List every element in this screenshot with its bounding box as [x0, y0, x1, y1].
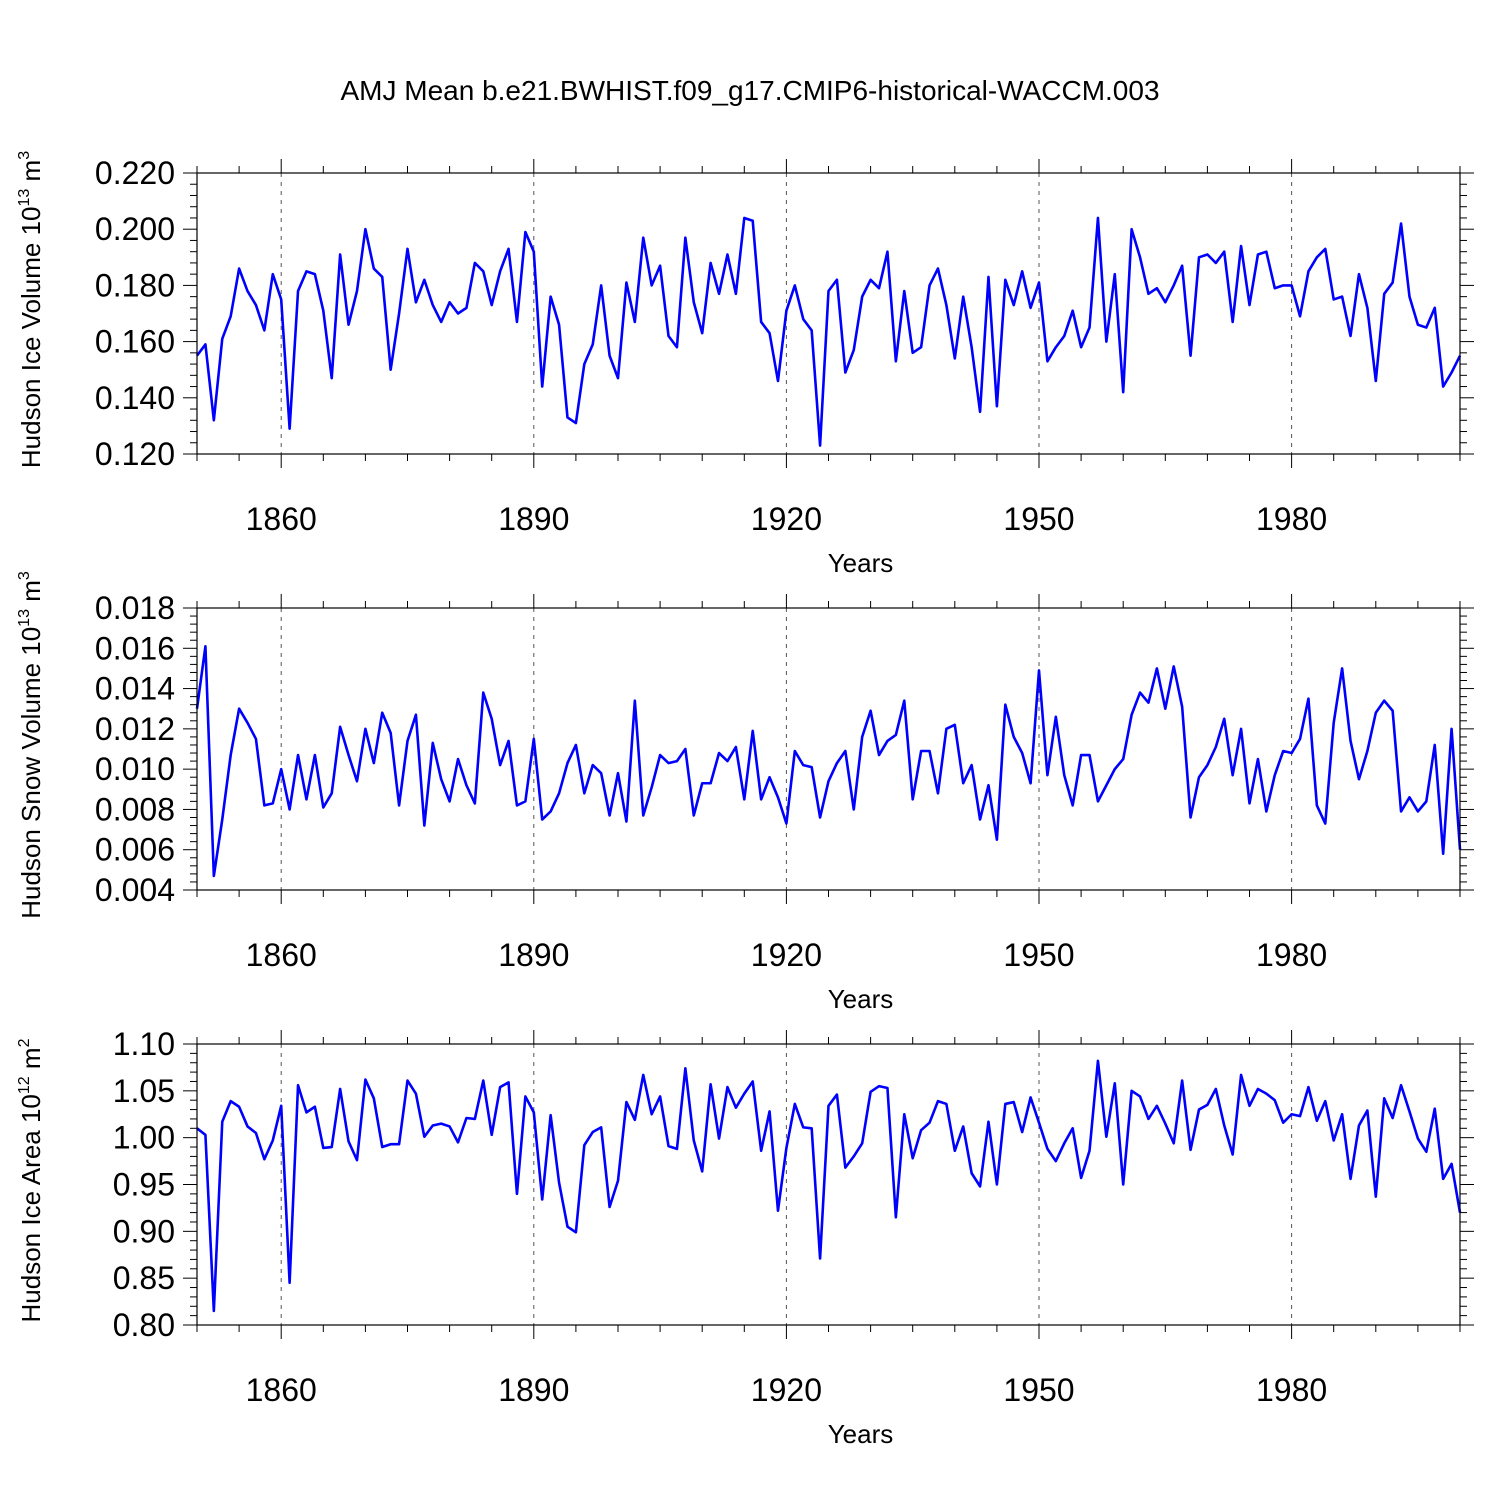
y-tick-label: 0.95	[113, 1167, 175, 1203]
y-axis-label-part: m	[16, 1047, 46, 1076]
y-tick-label: 0.014	[95, 671, 175, 707]
x-tick-label: 1860	[246, 501, 317, 537]
panel-ice-volume: 1860 1890 1920 1950 1980 0.120 0.140 0.160 0.180…	[16, 151, 1474, 578]
y-axis-label-superscript: 2	[16, 1038, 33, 1047]
y-axis-label-part: m	[16, 580, 46, 609]
series-line	[195, 644, 1462, 878]
y-axis-label: Hudson Ice Area 1012 m2	[16, 1038, 46, 1322]
y-tick-label: 0.008	[95, 791, 175, 827]
y-tick-label: 0.85	[113, 1260, 175, 1296]
y-tick-label: 0.120	[95, 436, 175, 472]
y-tick-label: 0.200	[95, 211, 175, 247]
y-axis-label-superscript: 13	[16, 609, 33, 627]
x-tick-label: 1860	[246, 937, 317, 973]
x-tick-label: 1860	[246, 1372, 317, 1408]
x-tick-label: 1890	[498, 1372, 569, 1408]
x-axis-label: Years	[828, 548, 894, 578]
y-axis-label: Hudson Snow Volume 1013 m3	[16, 571, 46, 919]
y-axis-label-part: m	[16, 160, 46, 189]
panel-ice-area: 1860 1890 1920 1950 1980 0.80 0.85 0.90 0.95 1.00…	[16, 1026, 1474, 1449]
y-axis-label: Hudson Ice Volume 1013 m3	[16, 151, 46, 468]
x-tick-label: 1890	[498, 501, 569, 537]
y-axis-label-superscript: 3	[16, 151, 33, 160]
x-tick-label: 1920	[751, 937, 822, 973]
y-tick-label: 1.10	[113, 1026, 175, 1062]
x-tick-label: 1920	[751, 501, 822, 537]
x-axis-label: Years	[828, 984, 894, 1014]
x-tick-label: 1980	[1256, 1372, 1327, 1408]
y-tick-label: 0.140	[95, 380, 175, 416]
x-tick-label: 1950	[1003, 937, 1074, 973]
x-tick-label: 1920	[751, 1372, 822, 1408]
y-tick-label: 0.016	[95, 630, 175, 666]
y-axis-label-superscript: 13	[16, 189, 33, 207]
x-tick-label: 1890	[498, 937, 569, 973]
y-tick-label: 0.180	[95, 267, 175, 303]
y-tick-label: 0.010	[95, 751, 175, 787]
y-tick-label: 0.90	[113, 1213, 175, 1249]
series-line	[196, 1059, 1462, 1313]
figure-title: AMJ Mean b.e21.BWHIST.f09_g17.CMIP6-hist…	[340, 75, 1159, 106]
x-tick-label: 1980	[1256, 501, 1327, 537]
x-tick-label: 1950	[1003, 501, 1074, 537]
plot-frame	[196, 1043, 1461, 1326]
x-tick-label: 1950	[1003, 1372, 1074, 1408]
y-tick-label: 0.80	[113, 1307, 175, 1343]
series-line	[195, 216, 1462, 447]
panel-snow-volume: 1860 1890 1920 1950 1980 0.004 0.006 0.008 0.010…	[16, 571, 1474, 1014]
x-axis-label: Years	[828, 1419, 894, 1449]
y-tick-label: 1.05	[113, 1073, 175, 1109]
y-tick-label: 0.160	[95, 324, 175, 360]
y-tick-label: 0.004	[95, 872, 175, 908]
y-tick-label: 0.220	[95, 155, 175, 191]
y-tick-label: 0.012	[95, 711, 175, 747]
y-axis-label-part: Hudson Ice Area 10	[16, 1094, 46, 1322]
y-tick-label: 1.00	[113, 1120, 175, 1156]
y-tick-label: 0.006	[95, 832, 175, 868]
y-axis-label-part: Hudson Ice Volume 10	[16, 206, 46, 468]
plot-frame	[196, 607, 1461, 891]
y-axis-label-part: Hudson Snow Volume 10	[16, 627, 46, 919]
y-axis-label-superscript: 3	[16, 571, 33, 580]
y-tick-label: 0.018	[95, 590, 175, 626]
y-axis-label-superscript: 12	[16, 1076, 33, 1094]
x-tick-label: 1980	[1256, 937, 1327, 973]
